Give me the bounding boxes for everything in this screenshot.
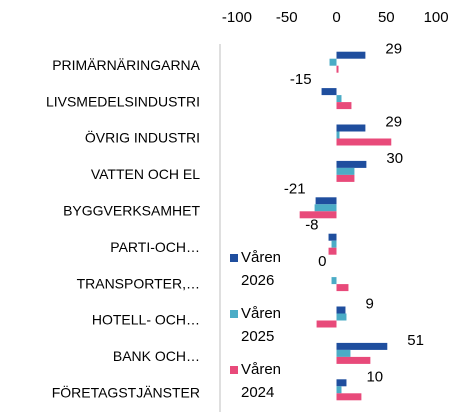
bar bbox=[329, 58, 337, 66]
x-tick-label: 50 bbox=[378, 9, 395, 26]
bar bbox=[328, 247, 337, 255]
bar bbox=[321, 88, 337, 96]
data-label: 30 bbox=[386, 150, 403, 167]
y-tick-label: BANK OCH… bbox=[113, 348, 200, 364]
data-label: 0 bbox=[318, 253, 326, 270]
bar bbox=[336, 167, 355, 175]
x-tick-label: 0 bbox=[332, 9, 340, 26]
x-tick-label: -50 bbox=[276, 9, 298, 26]
data-label: -8 bbox=[305, 217, 318, 234]
legend-label: Våren 2025 bbox=[241, 305, 282, 345]
y-tick-label: FÖRETAGSTJÄNSTER bbox=[52, 384, 200, 401]
legend-label: Våren 2024 bbox=[241, 361, 282, 401]
y-tick-label: PRIMÄRNÄRINGARNA bbox=[52, 57, 200, 73]
bar bbox=[299, 211, 337, 219]
legend-swatch bbox=[230, 366, 238, 374]
y-tick-label: TRANSPORTER,… bbox=[77, 275, 200, 291]
y-tick-label: PARTI-OCH… bbox=[110, 239, 200, 255]
bar bbox=[336, 313, 347, 321]
data-label: -21 bbox=[284, 180, 306, 197]
y-tick-label: HOTELL- OCH… bbox=[92, 312, 200, 328]
bar bbox=[336, 306, 346, 314]
data-label: 10 bbox=[366, 368, 383, 385]
bar bbox=[331, 277, 337, 285]
bar bbox=[331, 240, 337, 248]
data-label: -15 bbox=[290, 71, 312, 88]
bar bbox=[336, 349, 351, 357]
legend-label: Våren 2026 bbox=[241, 249, 282, 289]
bar bbox=[314, 204, 337, 212]
bar bbox=[336, 160, 367, 168]
bar bbox=[336, 174, 355, 182]
bar bbox=[336, 356, 371, 364]
bar bbox=[316, 320, 337, 328]
bar bbox=[336, 342, 388, 350]
x-tick-label: 100 bbox=[424, 9, 449, 26]
bar bbox=[336, 124, 366, 132]
bar bbox=[336, 138, 392, 146]
bar bbox=[336, 102, 352, 110]
y-tick-label: LIVSMEDELSINDUSTRI bbox=[46, 93, 200, 109]
data-label: 9 bbox=[365, 295, 373, 312]
bar bbox=[328, 233, 337, 241]
bar bbox=[315, 197, 337, 205]
bar bbox=[336, 131, 340, 139]
bar bbox=[336, 51, 366, 59]
y-tick-label: BYGGVERKSAMHET bbox=[63, 203, 200, 219]
legend-swatch bbox=[230, 254, 238, 262]
bar bbox=[336, 393, 362, 401]
data-label: 29 bbox=[385, 113, 402, 130]
x-tick-label: -100 bbox=[222, 9, 252, 26]
legend-swatch bbox=[230, 310, 238, 318]
data-label: 29 bbox=[385, 41, 402, 58]
data-label: 51 bbox=[407, 332, 424, 349]
bar bbox=[336, 65, 339, 73]
y-tick-label: VATTEN OCH EL bbox=[91, 166, 200, 182]
bar bbox=[336, 386, 342, 394]
bar bbox=[336, 95, 342, 103]
y-tick-label: ÖVRIG INDUSTRI bbox=[85, 129, 200, 146]
bar bbox=[336, 284, 349, 292]
bar bbox=[336, 379, 347, 387]
